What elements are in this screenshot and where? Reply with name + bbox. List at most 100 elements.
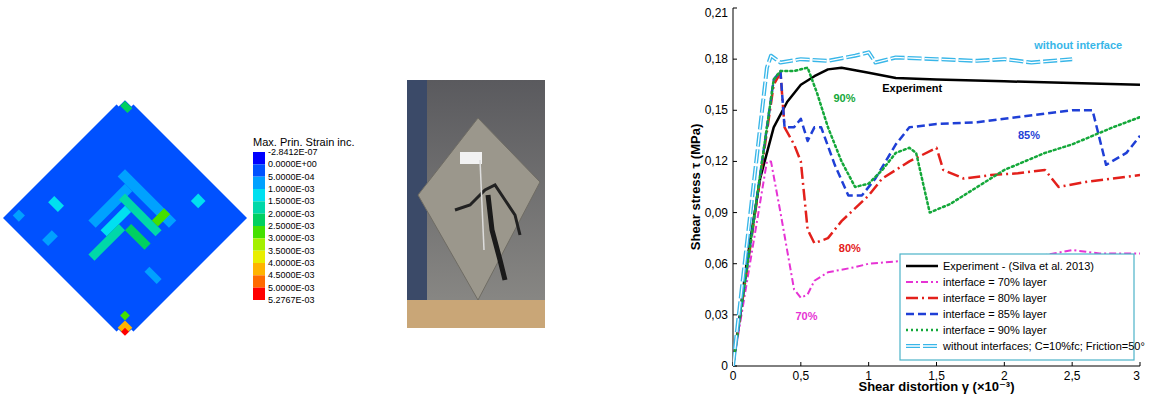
legend-level: 0.0000E+00 <box>268 159 317 169</box>
photo-wire <box>480 160 484 250</box>
annotation: 85% <box>1018 129 1040 141</box>
y-tick-label: 0,12 <box>705 154 729 168</box>
legend-sample <box>906 344 938 348</box>
y-tick-label: 0,18 <box>705 52 729 66</box>
legend-level: 5.2767E-03 <box>268 295 315 305</box>
legend-level: 5.0000E-03 <box>268 283 315 293</box>
contour-patch <box>13 209 25 221</box>
figure: Max. Prin. Strain inc.-2.8412E-070.0000E… <box>0 0 1155 396</box>
y-tick <box>733 59 737 60</box>
y-tick <box>733 212 737 213</box>
legend-sample <box>906 313 938 316</box>
y-tick-label: 0,06 <box>705 257 729 271</box>
y-tick-label: 0,15 <box>705 103 729 117</box>
x-axis-title: Shear distortion γ (×10⁻³) <box>858 379 1014 394</box>
legend-sample <box>906 297 938 300</box>
series-group <box>733 52 1140 366</box>
photo-tag <box>460 152 482 164</box>
legend-level: 5.0000E-04 <box>268 172 315 182</box>
legend-level: 3.0000E-03 <box>268 233 315 243</box>
legend-label: interface = 90% layer <box>943 324 1047 336</box>
legend-swatch <box>253 275 265 287</box>
series-line <box>733 73 1140 366</box>
legend-label: interface = 85% layer <box>943 308 1047 320</box>
annotation: Experiment <box>882 82 942 94</box>
x-tick <box>1004 362 1005 366</box>
y-tick <box>733 8 737 9</box>
x-tick <box>800 362 801 366</box>
y-tick-label: 0 <box>721 359 728 373</box>
y-tick-label: 0,21 <box>705 6 729 20</box>
x-tick <box>868 362 869 366</box>
legend-swatch <box>253 288 265 300</box>
y-tick <box>733 263 737 264</box>
line-chart: 00,511,522,5300,030,060,090,120,150,180,… <box>688 6 1145 394</box>
series-line <box>733 161 1140 366</box>
y-tick-label: 0,03 <box>705 308 729 322</box>
x-tick-label: 0,5 <box>792 369 809 383</box>
legend-level: 2.5000E-03 <box>268 221 315 231</box>
legend-level: 4.5000E-03 <box>268 270 315 280</box>
photo <box>407 80 545 328</box>
legend-swatch <box>253 263 265 275</box>
legend-label: without interfaces; C=10%fc; Friction=50… <box>942 340 1145 352</box>
x-tick <box>1072 362 1073 366</box>
legend-sample <box>906 281 938 283</box>
legend-label: Experiment - (Silva et al. 2013) <box>943 260 1094 272</box>
y-tick <box>733 110 737 111</box>
contour-patch <box>152 208 170 226</box>
photo-background <box>407 80 545 328</box>
y-axis <box>733 8 734 366</box>
contour-patch <box>48 196 64 212</box>
x-tick-label: 2,5 <box>1064 369 1081 383</box>
legend-level: 4.0000E-03 <box>268 258 315 268</box>
x-tick-label: 0 <box>730 369 737 383</box>
annotation: 80% <box>839 242 861 254</box>
contour-body <box>0 93 250 343</box>
legend-level: 1.0000E-03 <box>268 184 315 194</box>
contour-plot <box>0 93 250 343</box>
series-line <box>733 68 1140 366</box>
x-tick <box>1140 362 1141 366</box>
legend-swatch <box>253 214 265 226</box>
contour-background <box>3 96 247 340</box>
contour-patch <box>88 224 125 261</box>
loading-shoe <box>115 93 128 106</box>
y-tick-label: 0,09 <box>705 206 729 220</box>
legend-sample <box>906 265 938 268</box>
legend: Experiment - (Silva et al. 2013) interfac… <box>900 254 1145 360</box>
contour-patch <box>191 194 206 209</box>
legend-swatch <box>253 177 265 189</box>
y-tick <box>733 314 737 315</box>
contour-patch <box>42 230 58 246</box>
x-tick-label: 3 <box>1133 369 1140 383</box>
series-line <box>733 68 1140 366</box>
legend-sample <box>906 329 938 332</box>
legend-level: 3.5000E-03 <box>268 246 315 256</box>
legend-swatch <box>253 251 265 263</box>
legend-level: -2.8412E-07 <box>268 147 318 157</box>
series-line <box>733 71 1140 366</box>
contour-legend: Max. Prin. Strain inc.-2.8412E-070.0000E… <box>253 136 354 305</box>
legend-swatch <box>253 201 265 213</box>
x-tick <box>936 362 937 366</box>
contour-patch <box>125 224 151 250</box>
photo-wood-base <box>407 300 545 328</box>
legend-label: interface = 70% layer <box>943 276 1047 288</box>
legend-swatch <box>253 152 265 164</box>
loading-shoe <box>121 329 134 342</box>
legend-swatch <box>253 238 265 250</box>
legend-swatch <box>253 164 265 176</box>
photo-crack <box>488 195 505 280</box>
annotation: 70% <box>795 310 817 322</box>
legend-level: 1.5000E-03 <box>268 196 315 206</box>
y-axis-title: Shear stress τ (MPa) <box>688 124 703 250</box>
contour-patch <box>120 311 130 321</box>
legend-swatch <box>253 189 265 201</box>
legend-level: 2.0000E-03 <box>268 209 315 219</box>
contour-patch <box>145 267 162 284</box>
legend-sample-inner <box>906 345 938 346</box>
legend-label: interface = 80% layer <box>943 292 1047 304</box>
photo-panel <box>418 118 540 300</box>
annotation: without interface <box>1033 39 1122 51</box>
